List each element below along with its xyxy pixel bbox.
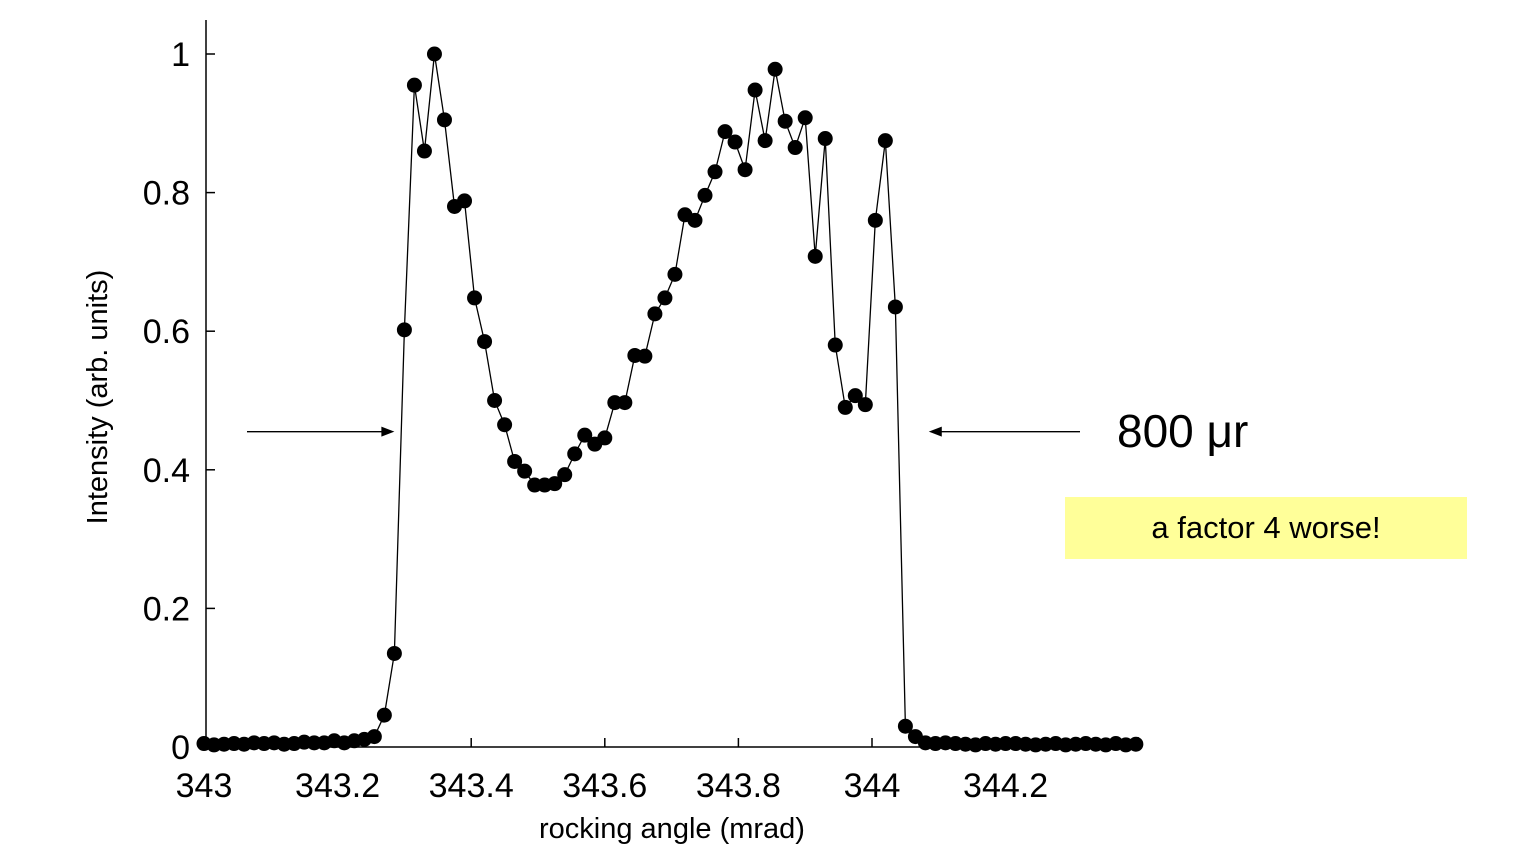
data-point <box>477 334 493 350</box>
data-point <box>567 446 583 462</box>
data-point <box>637 348 653 364</box>
data-point <box>747 82 763 98</box>
data-point <box>386 645 402 661</box>
x-axis-label: rocking angle (mrad) <box>539 813 805 845</box>
data-point <box>787 140 803 156</box>
data-point <box>687 212 703 228</box>
data-point <box>897 718 913 734</box>
y-tick-label: 0.6 <box>143 313 190 351</box>
data-point <box>547 476 563 492</box>
y-tick-label: 0.8 <box>143 175 190 213</box>
left-arrow-head <box>381 426 395 437</box>
data-point <box>657 290 673 306</box>
data-point <box>517 463 533 479</box>
chart-axes: 343 343.2 343.4 343.6 343.8 344 344.2 0 0.2 0.4 0.… <box>143 20 1139 805</box>
data-point <box>577 427 593 443</box>
data-point <box>376 707 392 723</box>
data-point <box>737 162 753 178</box>
data-point <box>707 164 723 180</box>
chart-annotations <box>247 426 1080 437</box>
x-tick-label: 343 <box>176 767 233 805</box>
data-point <box>887 299 903 315</box>
x-tick-label: 344 <box>844 767 901 805</box>
data-point <box>667 266 683 282</box>
y-axis-label: Intensity (arb. units) <box>82 270 114 525</box>
data-point <box>797 110 813 126</box>
data-point <box>557 467 573 483</box>
data-point <box>406 77 422 93</box>
data-point <box>817 131 833 147</box>
data-point <box>867 212 883 228</box>
data-point <box>497 417 513 433</box>
note-callout: a factor 4 worse! <box>1065 497 1467 559</box>
data-point <box>467 290 483 306</box>
data-point <box>647 306 663 322</box>
data-point <box>617 395 633 411</box>
data-point <box>457 193 473 209</box>
data-point <box>717 124 733 140</box>
data-point <box>416 143 432 159</box>
data-point <box>426 46 442 62</box>
x-tick-label: 343.2 <box>295 767 380 805</box>
data-point <box>857 397 873 413</box>
data-point <box>597 430 613 446</box>
data-point <box>767 61 783 77</box>
data-point <box>847 388 863 404</box>
chart-series <box>196 46 1144 753</box>
data-point <box>777 113 793 129</box>
data-point <box>697 187 713 203</box>
x-tick-label: 343.8 <box>696 767 781 805</box>
data-point <box>366 729 382 745</box>
data-point <box>487 393 503 408</box>
series-line <box>203 53 1136 746</box>
data-point <box>1128 736 1144 752</box>
data-point <box>757 133 773 149</box>
data-point <box>807 248 823 264</box>
data-point <box>727 134 743 150</box>
width-annotation: 800 μr <box>1117 405 1248 457</box>
data-point <box>827 337 843 353</box>
y-tick-label: 0.2 <box>143 590 190 628</box>
x-tick-label: 343.4 <box>429 767 514 805</box>
data-point <box>877 133 893 149</box>
x-tick-label: 344.2 <box>963 767 1048 805</box>
data-point <box>396 322 412 338</box>
y-tick-label: 0 <box>171 729 190 767</box>
y-tick-label: 0.4 <box>143 452 190 490</box>
y-tick-label: 1 <box>171 36 190 74</box>
data-point <box>837 399 853 415</box>
data-point <box>436 112 452 128</box>
right-arrow-head <box>928 426 942 437</box>
x-tick-label: 343.6 <box>562 767 647 805</box>
data-point <box>507 453 523 469</box>
